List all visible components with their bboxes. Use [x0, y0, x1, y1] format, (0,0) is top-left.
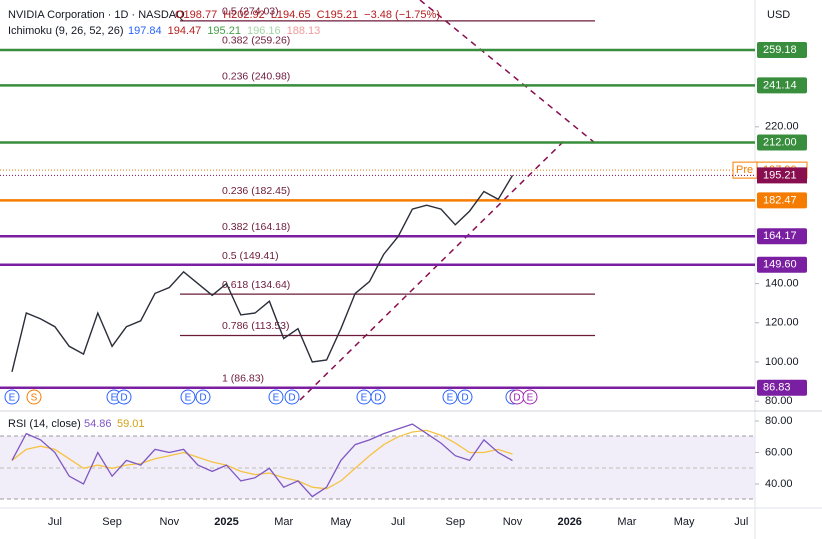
level-tag [757, 256, 807, 273]
currency: USD [767, 9, 790, 21]
ohlc-value: H202.92 [223, 9, 265, 21]
level-tag-label: 241.14 [763, 79, 797, 91]
event-label: E [273, 393, 280, 404]
y-tick-label: 100.00 [765, 356, 799, 368]
symbol-title: NVIDIA Corporation · 1D · NASDAQ [8, 9, 185, 21]
event-marker [116, 389, 132, 405]
ohlc-value: L194.65 [271, 9, 311, 21]
event-label: E [9, 393, 16, 404]
indicator-value: 197.84 [128, 25, 162, 37]
rsi-tick-label: 40.00 [765, 478, 793, 490]
x-tick-label: 2026 [557, 516, 581, 528]
x-tick-label: Mar [274, 516, 293, 528]
x-tick-label: 2025 [214, 516, 238, 528]
ohlc-value: C195.21 [317, 9, 359, 21]
level-tag [757, 192, 807, 209]
fib-label: 0.236 (240.98) [222, 70, 290, 82]
level-tag-label: 164.17 [763, 230, 797, 242]
x-tick-label: Jul [48, 516, 62, 528]
y-tick-label: 80.00 [765, 395, 793, 407]
level-tag-label: 86.83 [763, 382, 791, 394]
fib-label: 0.5 (149.41) [222, 250, 279, 262]
y-tick-label: 120.00 [765, 317, 799, 329]
x-tick-label: Nov [503, 516, 523, 528]
level-tag [757, 228, 807, 245]
rsi-band [0, 436, 755, 499]
x-tick-label: Nov [160, 516, 180, 528]
x-tick-label: Jul [391, 516, 405, 528]
event-marker [522, 389, 538, 405]
fib-label: 0.618 (134.64) [222, 279, 290, 291]
rsi-label: RSI (14, close) [8, 418, 81, 430]
event-marker [370, 389, 386, 405]
last-tag-label: 195.21 [763, 169, 797, 181]
event-label: D [199, 393, 206, 404]
ohlc-value: −3.48 (−1.75%) [364, 9, 440, 21]
event-label: D [288, 393, 295, 404]
last-tag [757, 167, 807, 184]
premarket-tag: Pre [736, 164, 753, 176]
rsi-line [11, 423, 513, 498]
event-marker [195, 389, 211, 405]
fib-label: 0.382 (259.26) [222, 35, 290, 47]
trend-line [419, 0, 596, 144]
rsi-tick-label: 60.00 [765, 446, 793, 458]
rsi-ma-value: 59.01 [117, 418, 145, 430]
event-label: D [461, 393, 468, 404]
level-tag-label: 182.47 [763, 194, 797, 206]
indicator-value: 194.47 [168, 25, 202, 37]
level-tag [757, 379, 807, 396]
event-label: E [447, 393, 454, 404]
rsi-value: 54.86 [84, 418, 112, 430]
fib-label: 1 (86.83) [222, 373, 264, 385]
rsi-ma-line [11, 429, 513, 490]
event-label: E [111, 393, 118, 404]
fib-label: 0.382 (164.18) [222, 221, 290, 233]
level-tag [757, 77, 807, 94]
event-label: S [31, 393, 38, 404]
event-label: E [361, 393, 368, 404]
event-marker [284, 389, 300, 405]
x-tick-label: May [674, 516, 695, 528]
event-marker [4, 389, 20, 405]
event-label: D [120, 393, 127, 404]
level-tag [757, 134, 807, 151]
indicator-value: 188.13 [287, 25, 321, 37]
y-tick-label: 140.00 [765, 277, 799, 289]
rsi-tick-label: 80.00 [765, 415, 793, 427]
event-label: E [185, 393, 192, 404]
indicator-value: 195.21 [207, 25, 241, 37]
event-marker [457, 389, 473, 405]
event-label: E [527, 393, 534, 404]
x-tick-label: Jul [734, 516, 748, 528]
event-label: D [374, 393, 381, 404]
indicator-label: Ichimoku (9, 26, 52, 26) [8, 25, 124, 37]
event-marker [268, 389, 284, 405]
level-tag-label: 212.00 [763, 136, 797, 148]
x-tick-label: Mar [617, 516, 636, 528]
x-tick-label: Sep [446, 516, 466, 528]
y-tick-label: 220.00 [765, 121, 799, 133]
event-label: D [513, 393, 520, 404]
fib-label: 0.786 (113.53) [222, 320, 290, 332]
fib-label: 0.236 (182.45) [222, 185, 290, 197]
trend-line [299, 139, 566, 401]
x-tick-label: May [331, 516, 352, 528]
event-marker [26, 389, 42, 405]
level-tag-label: 259.18 [763, 44, 797, 56]
level-tag [757, 42, 807, 59]
x-tick-label: Sep [102, 516, 122, 528]
ohlc-value: O198.77 [175, 9, 217, 21]
event-marker [442, 389, 458, 405]
fib-label: 0.5 (274.03) [222, 6, 279, 18]
level-tag-label: 149.60 [763, 259, 797, 271]
price-line [11, 175, 514, 372]
indicator-value: 196.16 [247, 25, 281, 37]
event-marker [180, 389, 196, 405]
